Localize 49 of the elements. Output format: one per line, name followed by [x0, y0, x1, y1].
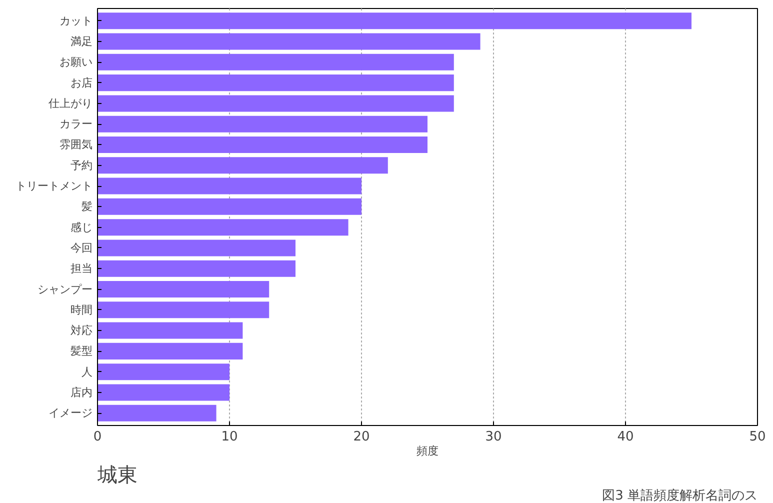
bar	[98, 342, 243, 360]
bar	[98, 219, 348, 236]
bar	[98, 240, 296, 256]
bar	[98, 404, 216, 422]
bar	[98, 384, 230, 401]
y-tick-label: トリートメント	[16, 180, 92, 193]
x-tick-label: 20	[353, 430, 370, 444]
y-tick-label: カラー	[60, 118, 92, 131]
x-axis-title: 頻度	[416, 444, 438, 458]
caption: 図3 単語頻度解析名詞のス	[602, 488, 758, 503]
y-tick-label: 担当	[70, 262, 92, 276]
y-tick-label: 予約	[70, 158, 92, 172]
bar	[98, 322, 243, 339]
bar	[98, 95, 454, 112]
y-tick-label: 髪型	[70, 344, 92, 358]
y-tick-label: 店内	[70, 386, 92, 399]
y-tick-label: 感じ	[70, 220, 92, 234]
y-tick-label: 時間	[70, 303, 92, 316]
bar	[98, 157, 388, 174]
y-tick-label: 雰囲気	[60, 138, 92, 152]
x-tick-label: 30	[485, 430, 502, 444]
bar	[98, 198, 362, 215]
x-tick-label: 0	[93, 430, 102, 444]
y-tick-label: 仕上がり	[48, 96, 92, 110]
y-tick-label: イメージ	[48, 406, 92, 420]
bar	[98, 74, 454, 92]
x-tick-label: 50	[749, 430, 766, 444]
y-tick-label: カット	[60, 14, 92, 28]
bar	[98, 364, 230, 380]
bar	[98, 116, 428, 132]
bar	[98, 178, 362, 194]
bar	[98, 54, 454, 70]
bar	[98, 33, 480, 50]
y-tick-label: お願い	[60, 56, 92, 69]
text: 城東	[96, 462, 138, 486]
bar	[98, 136, 428, 154]
y-tick-label: 人	[82, 365, 92, 378]
y-tick-label: 今回	[70, 241, 92, 254]
y-tick-label: 対応	[70, 324, 92, 338]
y-tick-label: 満足	[70, 35, 92, 48]
x-tick-label: 10	[221, 430, 238, 444]
y-tick-label: 髪	[82, 200, 92, 214]
bar	[98, 302, 270, 318]
y-tick-label: シャンプー	[38, 282, 92, 296]
bar	[98, 280, 270, 298]
bar	[98, 260, 296, 277]
y-tick-label: お店	[70, 76, 92, 90]
x-tick-label: 40	[617, 430, 634, 444]
bar	[98, 12, 692, 30]
